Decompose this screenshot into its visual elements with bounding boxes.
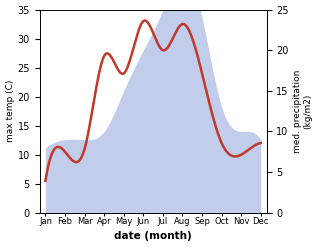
Y-axis label: med. precipitation
(kg/m2): med. precipitation (kg/m2) xyxy=(293,69,313,153)
Y-axis label: max temp (C): max temp (C) xyxy=(5,80,15,142)
X-axis label: date (month): date (month) xyxy=(114,231,192,242)
